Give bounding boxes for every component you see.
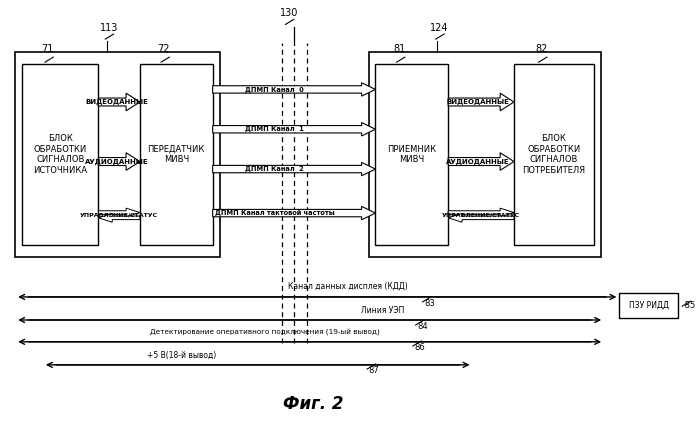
Text: 124: 124 [430, 23, 449, 33]
Text: 84: 84 [417, 322, 428, 331]
FancyArrow shape [448, 93, 514, 111]
FancyArrow shape [448, 208, 514, 217]
Text: Фиг. 2: Фиг. 2 [283, 395, 343, 413]
Text: Детектирование оперативного подключения (19-ый вывод): Детектирование оперативного подключения … [150, 329, 380, 336]
Bar [22, 64, 99, 244]
Text: 72: 72 [157, 44, 170, 54]
Text: 87: 87 [368, 366, 380, 375]
Text: ПЕРЕДАТЧИК
МИВЧ: ПЕРЕДАТЧИК МИВЧ [147, 145, 205, 164]
Bar [15, 52, 219, 257]
FancyArrow shape [99, 93, 140, 111]
Text: 86: 86 [415, 343, 425, 352]
Text: ДПМП Канал тактовой частоты: ДПМП Канал тактовой частоты [215, 210, 334, 216]
Text: 81: 81 [394, 44, 405, 54]
Text: 71: 71 [42, 44, 54, 54]
FancyArrow shape [212, 162, 375, 176]
Text: 85: 85 [682, 301, 695, 310]
FancyArrow shape [99, 214, 140, 222]
Text: БЛОК
ОБРАБОТКИ
СИГНАЛОВ
ИСТОЧНИКА: БЛОК ОБРАБОТКИ СИГНАЛОВ ИСТОЧНИКА [34, 134, 87, 175]
FancyArrow shape [448, 153, 514, 170]
Text: Канал данных дисплея (КДД): Канал данных дисплея (КДД) [288, 281, 408, 290]
FancyArrow shape [212, 122, 375, 136]
Text: УПРАВЛЕНИЕ/СТАТУС: УПРАВЛЕНИЕ/СТАТУС [442, 213, 520, 218]
Text: Линия УЭП: Линия УЭП [361, 306, 404, 314]
Bar [368, 52, 600, 257]
FancyArrow shape [99, 208, 140, 217]
Text: ДПМП Канал  1: ДПМП Канал 1 [245, 126, 304, 133]
Bar [375, 64, 448, 244]
Text: 130: 130 [280, 8, 298, 18]
Text: ПРИЕМНИК
МИВЧ: ПРИЕМНИК МИВЧ [387, 145, 436, 164]
FancyArrow shape [212, 83, 375, 96]
FancyArrow shape [212, 206, 375, 220]
FancyArrow shape [99, 153, 140, 170]
Text: 82: 82 [535, 44, 547, 54]
Bar [514, 64, 593, 244]
Text: ВИДЕОДАННЫЕ: ВИДЕОДАННЫЕ [86, 99, 148, 105]
Text: ДПМП Канал  0: ДПМП Канал 0 [245, 87, 304, 92]
Text: ПЗУ РИДД: ПЗУ РИДД [628, 301, 669, 310]
Text: +5 В(18-й вывод): +5 В(18-й вывод) [147, 350, 216, 360]
Text: УПРАВЛЕНИЕ/СТАТУС: УПРАВЛЕНИЕ/СТАТУС [80, 213, 158, 218]
Text: АУДИОДАННЫЕ: АУДИОДАННЫЕ [85, 158, 149, 165]
FancyArrow shape [448, 214, 514, 222]
Text: ДПМП Канал  2: ДПМП Канал 2 [245, 166, 304, 172]
Text: ВИДЕОДАННЫЕ: ВИДЕОДАННЫЕ [447, 99, 510, 105]
Bar [619, 293, 678, 318]
Text: АУДИОДАННЫЕ: АУДИОДАННЫЕ [446, 158, 510, 165]
Text: 83: 83 [424, 299, 435, 308]
Text: БЛОК
ОБРАБОТКИ
СИГНАЛОВ
ПОТРЕБИТЕЛЯ: БЛОК ОБРАБОТКИ СИГНАЛОВ ПОТРЕБИТЕЛЯ [522, 134, 585, 175]
Text: 113: 113 [99, 23, 118, 33]
Bar [140, 64, 212, 244]
